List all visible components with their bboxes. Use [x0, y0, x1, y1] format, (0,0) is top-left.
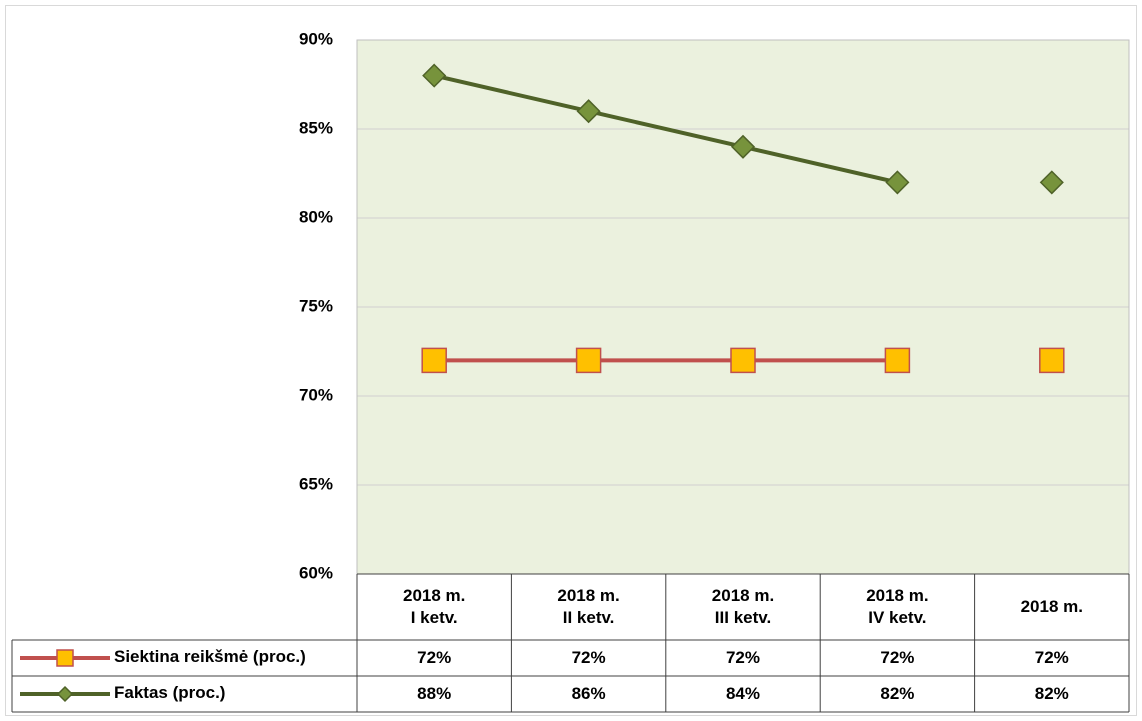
- marker: [576, 99, 601, 124]
- data-label: 72%: [571, 648, 606, 667]
- marker: [575, 347, 602, 374]
- marker: [730, 347, 756, 374]
- data-label: 72%: [417, 648, 452, 667]
- y-tick-label: 70%: [299, 385, 333, 404]
- marker: [1039, 347, 1065, 374]
- data-label: 72%: [1034, 648, 1069, 667]
- x-tick-label: 2018 m. II ketv.: [557, 586, 620, 627]
- y-tick-label: 90%: [299, 29, 333, 48]
- data-label: 82%: [1034, 684, 1069, 703]
- marker: [885, 170, 910, 195]
- data-label: 88%: [417, 684, 452, 703]
- x-tick-label: 2018 m. III ketv.: [711, 586, 775, 627]
- data-label: 86%: [571, 684, 606, 703]
- data-label: 72%: [880, 648, 915, 667]
- x-tick-label: 2018 m.: [1020, 597, 1083, 616]
- marker: [884, 347, 911, 374]
- marker: [730, 134, 756, 159]
- y-tick-label: 80%: [299, 207, 333, 226]
- x-tick-label: 2018 m. I ketv.: [403, 586, 466, 627]
- marker: [422, 63, 447, 88]
- data-label: 72%: [725, 648, 760, 667]
- y-tick-label: 85%: [299, 118, 333, 137]
- data-label: 84%: [725, 684, 760, 703]
- y-tick-label: 75%: [299, 296, 333, 315]
- legend-marker: [56, 685, 74, 703]
- data-label: 82%: [880, 684, 915, 703]
- marker: [421, 347, 447, 374]
- series-line: [433, 73, 898, 185]
- y-tick-label: 60%: [299, 563, 333, 582]
- x-tick-label: 2018 m. IV ketv.: [866, 586, 929, 627]
- legend-marker: [56, 649, 74, 667]
- legend-label: Faktas (proc.): [114, 683, 226, 702]
- y-tick-label: 65%: [299, 474, 333, 493]
- marker: [1039, 170, 1064, 195]
- legend-label: Siektina reikšmė (proc.): [114, 647, 306, 666]
